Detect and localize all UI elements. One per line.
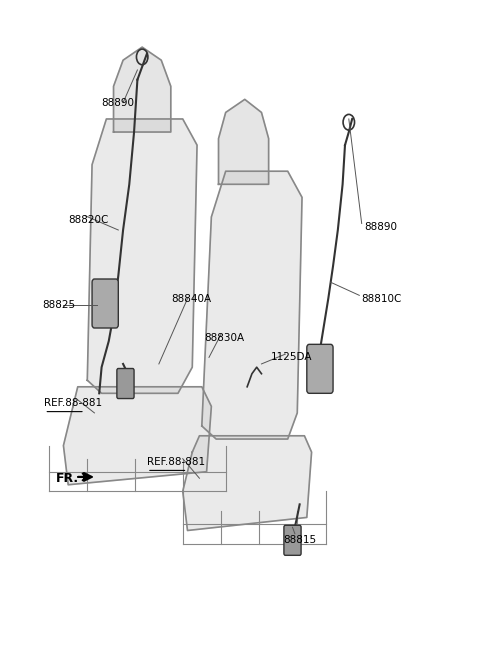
Polygon shape bbox=[114, 47, 171, 132]
Text: 88830A: 88830A bbox=[204, 333, 244, 343]
Text: REF.88-881: REF.88-881 bbox=[147, 457, 205, 467]
Text: 88890: 88890 bbox=[102, 98, 134, 108]
FancyBboxPatch shape bbox=[284, 525, 301, 556]
Text: 88825: 88825 bbox=[42, 300, 75, 310]
Text: 88820C: 88820C bbox=[68, 215, 108, 225]
Text: 1125DA: 1125DA bbox=[271, 352, 312, 362]
FancyBboxPatch shape bbox=[117, 369, 134, 399]
Text: 88810C: 88810C bbox=[362, 294, 402, 304]
Text: 88815: 88815 bbox=[283, 535, 316, 545]
FancyBboxPatch shape bbox=[307, 344, 333, 394]
Text: 88840A: 88840A bbox=[171, 294, 211, 304]
Text: FR.: FR. bbox=[56, 472, 79, 485]
Text: REF.88-881: REF.88-881 bbox=[44, 398, 102, 408]
Polygon shape bbox=[218, 99, 269, 184]
Text: 88890: 88890 bbox=[364, 222, 397, 232]
Polygon shape bbox=[87, 119, 197, 394]
Polygon shape bbox=[202, 171, 302, 439]
Polygon shape bbox=[63, 387, 211, 485]
Polygon shape bbox=[183, 436, 312, 531]
FancyBboxPatch shape bbox=[92, 279, 118, 328]
